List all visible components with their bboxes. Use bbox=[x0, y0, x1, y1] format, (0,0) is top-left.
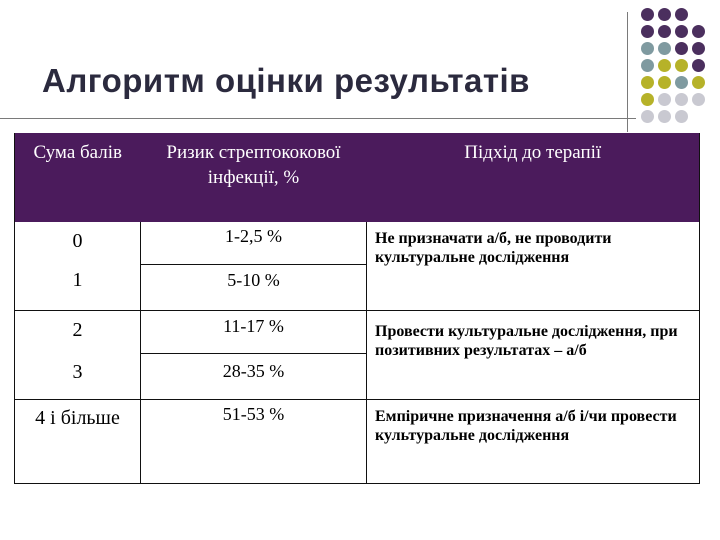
decorative-dot bbox=[641, 8, 654, 21]
decorative-dot bbox=[658, 93, 671, 106]
decorative-dot bbox=[675, 76, 688, 89]
approach-cell: Не призначати а/б, не проводити культура… bbox=[366, 222, 700, 311]
decorative-dot bbox=[658, 76, 671, 89]
decorative-dot bbox=[675, 25, 688, 38]
decorative-dot bbox=[692, 42, 705, 55]
table-row: 1 5-10 % bbox=[14, 263, 700, 311]
score-cell: 4 і більше bbox=[14, 399, 141, 484]
approach-cell: Емпіричне призначення а/б і/чи провести … bbox=[366, 399, 700, 484]
risk-cell: 1-2,5 % bbox=[140, 222, 367, 264]
decorative-dot bbox=[641, 42, 654, 55]
header-risk: Ризик стрептококової інфекції, % bbox=[140, 133, 367, 222]
assessment-table: Сума балів Ризик стрептококової інфекції… bbox=[14, 133, 700, 484]
decorative-dot bbox=[641, 25, 654, 38]
table-row: 3 28-35 % bbox=[14, 352, 700, 400]
risk-cell: 11-17 % bbox=[140, 310, 367, 353]
table-row: 4 і більше 51-53 % Емпіричне призначення… bbox=[14, 399, 700, 484]
decorative-dot bbox=[675, 59, 688, 72]
risk-cell: 51-53 % bbox=[140, 399, 367, 484]
table-row: 2 11-17 % Провести культуральне дослідже… bbox=[14, 310, 700, 400]
header-score: Сума балів bbox=[14, 133, 141, 222]
decorative-dot bbox=[658, 25, 671, 38]
decorative-dot bbox=[658, 42, 671, 55]
header-approach: Підхід до терапії bbox=[366, 133, 700, 222]
decorative-dot bbox=[658, 8, 671, 21]
decorative-dot bbox=[658, 110, 671, 123]
score-cell: 3 bbox=[14, 353, 141, 400]
decorative-dot bbox=[692, 93, 705, 106]
decorative-dot bbox=[675, 8, 688, 21]
decorative-dot bbox=[692, 59, 705, 72]
decorative-dot bbox=[641, 59, 654, 72]
vertical-divider bbox=[627, 12, 628, 132]
decorative-dot bbox=[675, 42, 688, 55]
decorative-dot bbox=[675, 110, 688, 123]
title-divider bbox=[0, 118, 636, 119]
score-cell: 2 bbox=[14, 310, 141, 353]
decorative-dot bbox=[641, 93, 654, 106]
approach-cell: Провести культуральне дослідження, при п… bbox=[366, 310, 700, 400]
decorative-dot bbox=[692, 25, 705, 38]
decorative-dot bbox=[692, 76, 705, 89]
slide-title: Алгоритм оцінки результатів bbox=[42, 62, 530, 99]
table-row: 0 1-2,5 % Не призначати а/б, не проводит… bbox=[14, 222, 700, 311]
table-header-row: Сума балів Ризик стрептококової інфекції… bbox=[14, 133, 700, 222]
score-cell: 1 bbox=[14, 264, 141, 311]
decorative-dot bbox=[641, 110, 654, 123]
risk-cell: 5-10 % bbox=[140, 263, 367, 311]
score-cell: 0 bbox=[14, 222, 141, 264]
decorative-dot bbox=[658, 59, 671, 72]
decorative-dot bbox=[675, 93, 688, 106]
risk-cell: 28-35 % bbox=[140, 352, 367, 400]
decorative-dot bbox=[641, 76, 654, 89]
